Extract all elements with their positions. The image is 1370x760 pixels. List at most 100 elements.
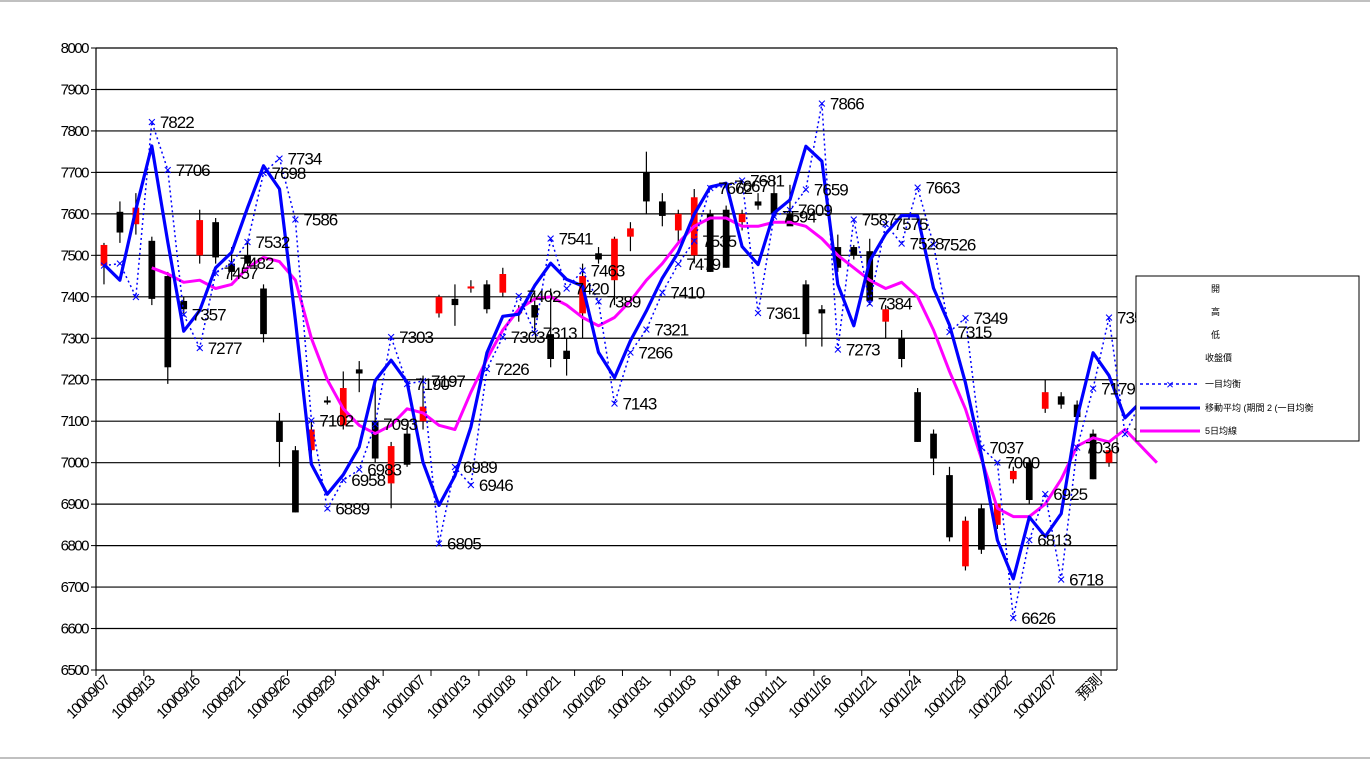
ichimoku-point-marker: × <box>323 501 332 518</box>
legend: 開 高 低 收盤價 × 一目均衡 移動平均 (期間 2 (一目均衡 5日均線 <box>1135 275 1360 442</box>
candle-body <box>212 222 219 258</box>
ichimoku-data-label: 6989 <box>463 458 497 477</box>
ichimoku-data-label: 7102 <box>319 411 353 430</box>
ichimoku-data-label: 7303 <box>399 328 433 347</box>
ichimoku-data-label: 7586 <box>303 211 337 230</box>
y-tick-label: 7400 <box>61 289 90 306</box>
ichimoku-point-marker: × <box>339 472 348 489</box>
ichimoku-point-marker: × <box>770 208 779 225</box>
ichimoku-data-label: 7093 <box>383 415 417 434</box>
ichimoku-data-label: 7361 <box>766 304 800 323</box>
legend-moving-average-label: 移動平均 (期間 2 (一目均衡 <box>1205 402 1314 413</box>
ichimoku-point-marker: × <box>674 256 683 273</box>
ichimoku-data-label: 6983 <box>367 461 401 480</box>
ichimoku-data-label: 7698 <box>272 164 306 183</box>
candle-body <box>403 433 411 465</box>
ichimoku-data-label: 7463 <box>591 262 625 281</box>
ichimoku-point-marker: × <box>211 265 220 282</box>
ichimoku-point-marker: × <box>291 212 300 229</box>
ichimoku-data-label: 7706 <box>176 161 210 180</box>
ichimoku-data-label: 7143 <box>622 394 656 413</box>
candle-body <box>818 309 826 314</box>
ichimoku-data-label: 7667 <box>734 177 768 196</box>
candle-body <box>244 255 251 264</box>
candle-body <box>276 421 283 442</box>
ichimoku-point-marker: × <box>786 202 795 219</box>
y-tick-label: 7200 <box>61 372 90 389</box>
candle-body <box>260 288 267 335</box>
ichimoku-data-label: 7526 <box>942 236 976 255</box>
candle-body <box>866 251 874 301</box>
ichimoku-data-label: 7389 <box>607 292 641 311</box>
y-tick-label: 7700 <box>61 164 90 181</box>
ichimoku-point-marker: × <box>227 255 236 272</box>
ichimoku-data-label: 6946 <box>479 476 513 495</box>
candle-body <box>164 276 172 368</box>
ichimoku-data-label: 7822 <box>160 113 194 132</box>
y-axis-tick-labels: 6500 6600 6700 6800 6900 7000 7100 7200 7300 7400… <box>61 40 91 679</box>
moving-average-line <box>102 144 1143 581</box>
ichimoku-point-marker: × <box>754 305 763 322</box>
ichimoku-data-label: 6805 <box>447 535 481 554</box>
ichimoku-point-marker: × <box>100 258 109 275</box>
ichimoku-point-marker: × <box>116 256 125 273</box>
ichimoku-point-marker: × <box>1073 440 1082 457</box>
y-tick-label: 7000 <box>61 455 90 472</box>
candle-body <box>371 421 379 459</box>
ichimoku-point-marker: × <box>1105 310 1114 327</box>
moving-average-series <box>102 144 1143 581</box>
ichimoku-data-label: 6718 <box>1069 571 1103 590</box>
ichimoku-data-label: 7402 <box>527 287 561 306</box>
ichimoku-point-marker: × <box>163 162 172 179</box>
five-day-average-series <box>151 216 1158 519</box>
legend-low-label: 低 <box>1211 329 1220 340</box>
ichimoku-point-marker: × <box>578 263 587 280</box>
ichimoku-point-marker: × <box>387 329 396 346</box>
y-tick-label: 6800 <box>61 538 90 555</box>
ichimoku-data-label: 7179 <box>1101 379 1135 398</box>
ichimoku-data-label: 7663 <box>926 179 960 198</box>
ichimoku-data-label: 7000 <box>1005 454 1039 473</box>
candle-body <box>643 172 650 202</box>
ichimoku-point-marker: × <box>530 325 539 342</box>
ichimoku-data-label: 7321 <box>654 321 688 340</box>
ichimoku-point-marker: × <box>833 341 842 358</box>
ichimoku-data-label: 6889 <box>335 500 369 519</box>
ichimoku-point-marker: × <box>658 285 667 302</box>
ichimoku-data-label: 7535 <box>702 232 736 251</box>
ichimoku-data-label: 7734 <box>287 149 321 168</box>
legend-high-label: 高 <box>1211 306 1220 317</box>
candle-body <box>1009 470 1017 480</box>
candle-body <box>547 334 555 359</box>
ichimoku-data-label: 6813 <box>1037 531 1071 550</box>
ichimoku-point-marker: × <box>817 96 826 113</box>
ichimoku-point-marker: × <box>1121 426 1130 443</box>
ichimoku-point-marker: × <box>259 165 268 182</box>
ichimoku-point-marker: × <box>195 340 204 357</box>
candle-body <box>850 247 858 256</box>
ichimoku-data-label: 7575 <box>894 215 928 234</box>
ichimoku-point-marker: × <box>1009 610 1018 627</box>
candle-body <box>100 244 108 266</box>
candle-body <box>228 263 235 272</box>
candle-body <box>323 400 331 403</box>
candle-body <box>467 286 475 289</box>
ichimoku-point-marker: × <box>594 293 603 310</box>
ichimoku-point-marker: × <box>913 180 922 197</box>
ichimoku-data-label: 7659 <box>814 180 848 199</box>
ichimoku-point-marker: × <box>179 307 188 324</box>
candle-body <box>563 350 570 359</box>
ichimoku-data-label: 7036 <box>1085 439 1119 458</box>
y-tick-label: 7300 <box>61 330 90 347</box>
five-day-line <box>151 216 1158 519</box>
candle-body <box>116 211 124 233</box>
ichimoku-point-marker: × <box>802 181 811 198</box>
candle-body <box>387 446 395 484</box>
ichimoku-point-marker: × <box>498 329 507 346</box>
ichimoku-point-marker: × <box>961 310 970 327</box>
ichimoku-data-label: 7482 <box>240 254 274 273</box>
ichimoku-data-label: 6626 <box>1021 609 1055 628</box>
ichimoku-data-label: 7349 <box>973 309 1007 328</box>
